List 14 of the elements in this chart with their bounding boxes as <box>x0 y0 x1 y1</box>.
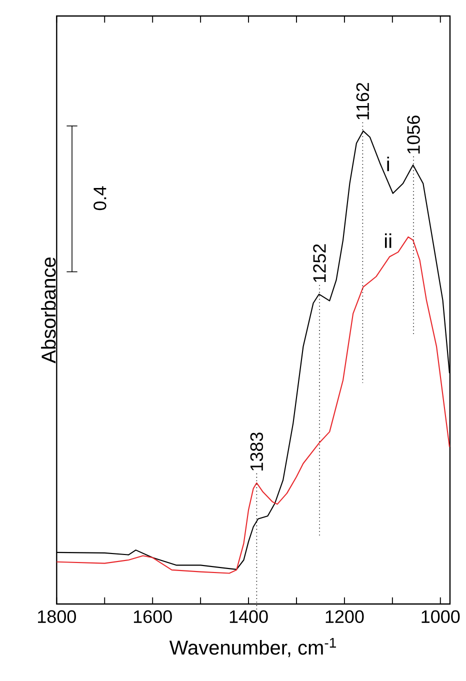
series-label: ii <box>384 233 391 248</box>
ref-line-label: 1162 <box>356 82 369 120</box>
x-tick-label: 1400 <box>230 610 268 623</box>
series-label: i <box>387 156 389 172</box>
x-tick-label: 1000 <box>422 610 460 623</box>
annotation: 0.4 <box>93 186 106 210</box>
y-axis-title: Absorbance <box>40 258 56 364</box>
x-axis-title: Wavenumber, cm$^{-1}$ <box>169 638 336 658</box>
ref-line-label: 1383 <box>250 432 263 470</box>
ref-line-label: 1252 <box>312 244 326 282</box>
ref-line-label: 1056 <box>406 116 420 154</box>
x-tick-label: 1800 <box>38 610 76 623</box>
x-tick-label: 1600 <box>134 610 172 623</box>
x-tick-label: 1200 <box>326 610 364 623</box>
